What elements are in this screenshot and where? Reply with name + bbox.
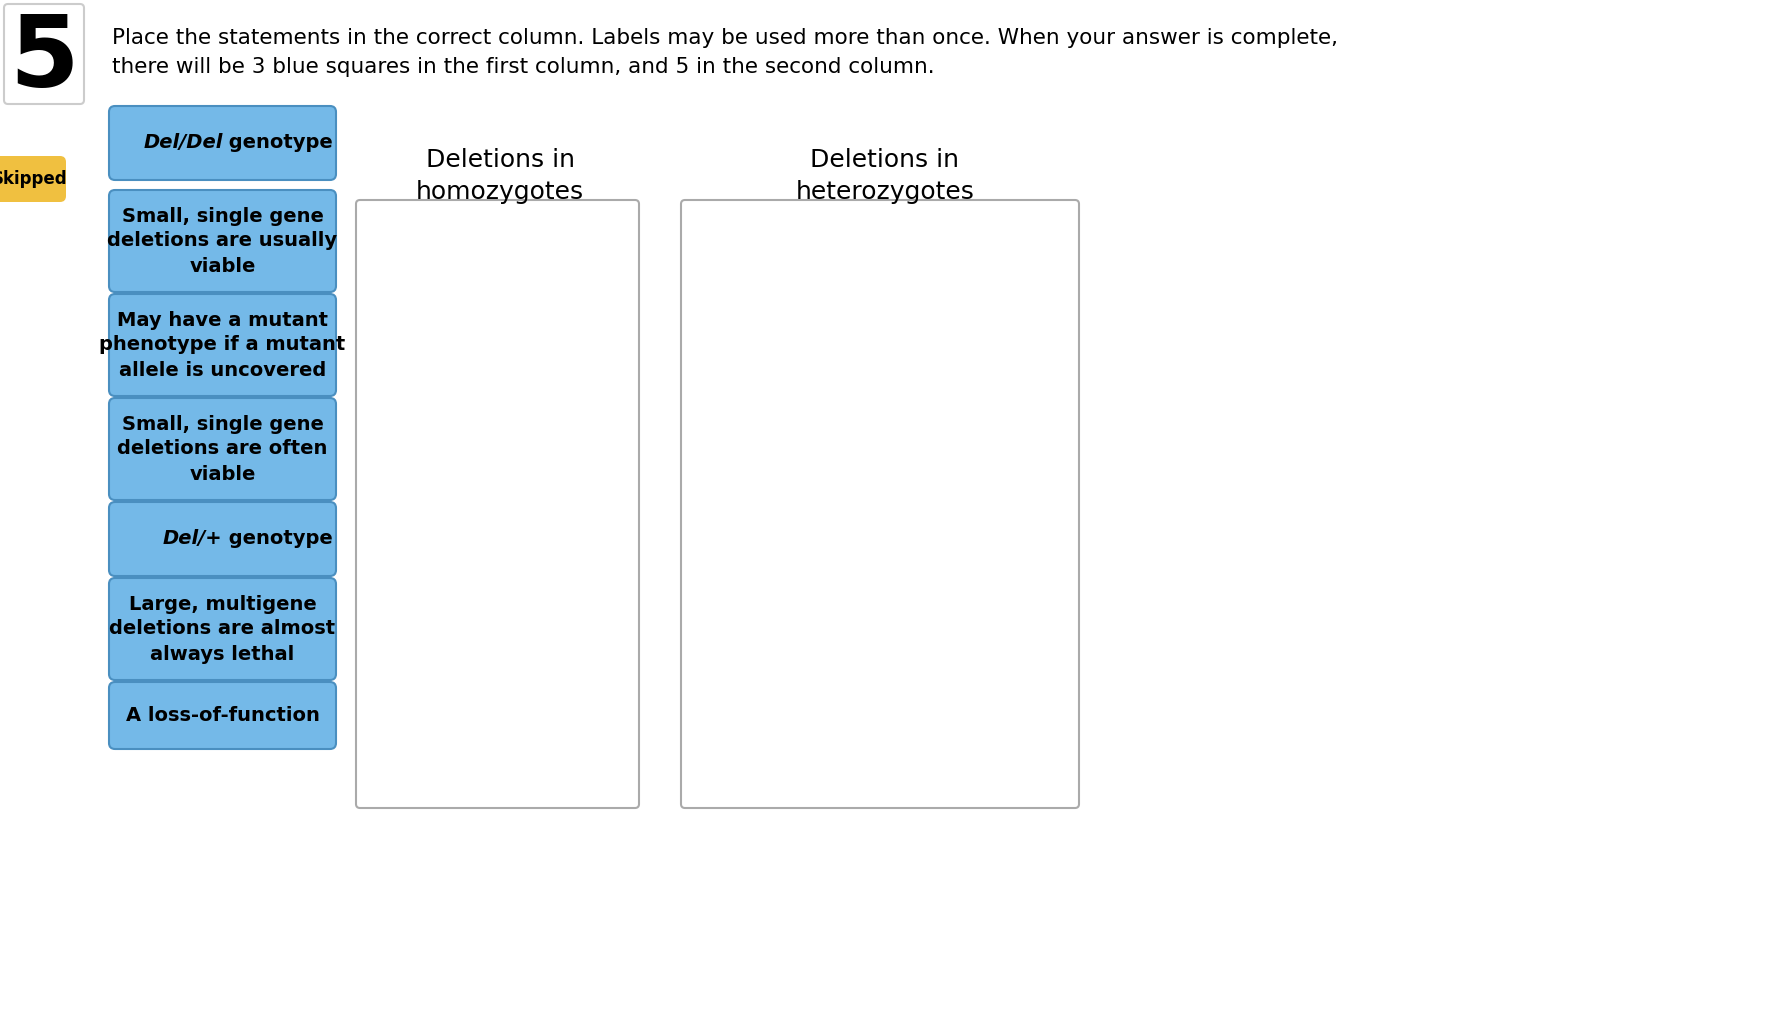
FancyBboxPatch shape xyxy=(681,200,1078,808)
Text: Skipped: Skipped xyxy=(0,170,67,188)
FancyBboxPatch shape xyxy=(110,106,336,180)
Text: Del/Del: Del/Del xyxy=(143,133,223,152)
FancyBboxPatch shape xyxy=(110,682,336,749)
FancyBboxPatch shape xyxy=(110,190,336,292)
Text: Place the statements in the correct column. Labels may be used more than once. W: Place the statements in the correct colu… xyxy=(111,28,1338,77)
FancyBboxPatch shape xyxy=(355,200,638,808)
Text: genotype: genotype xyxy=(223,133,332,152)
Text: A loss-of-function: A loss-of-function xyxy=(126,706,320,725)
Text: genotype: genotype xyxy=(223,529,332,549)
FancyBboxPatch shape xyxy=(110,578,336,680)
FancyBboxPatch shape xyxy=(0,156,65,202)
Text: Deletions in
homozygotes: Deletions in homozygotes xyxy=(415,148,583,203)
Text: May have a mutant
phenotype if a mutant
allele is uncovered: May have a mutant phenotype if a mutant … xyxy=(99,311,345,380)
Text: Deletions in
heterozygotes: Deletions in heterozygotes xyxy=(796,148,974,203)
FancyBboxPatch shape xyxy=(110,398,336,500)
FancyBboxPatch shape xyxy=(4,4,85,104)
FancyBboxPatch shape xyxy=(110,502,336,576)
Text: Large, multigene
deletions are almost
always lethal: Large, multigene deletions are almost al… xyxy=(110,594,336,663)
Text: Small, single gene
deletions are usually
viable: Small, single gene deletions are usually… xyxy=(108,206,338,275)
Text: Del/+: Del/+ xyxy=(163,529,223,549)
FancyBboxPatch shape xyxy=(110,294,336,396)
Text: 5: 5 xyxy=(9,11,80,109)
Text: Small, single gene
deletions are often
viable: Small, single gene deletions are often v… xyxy=(117,415,327,484)
